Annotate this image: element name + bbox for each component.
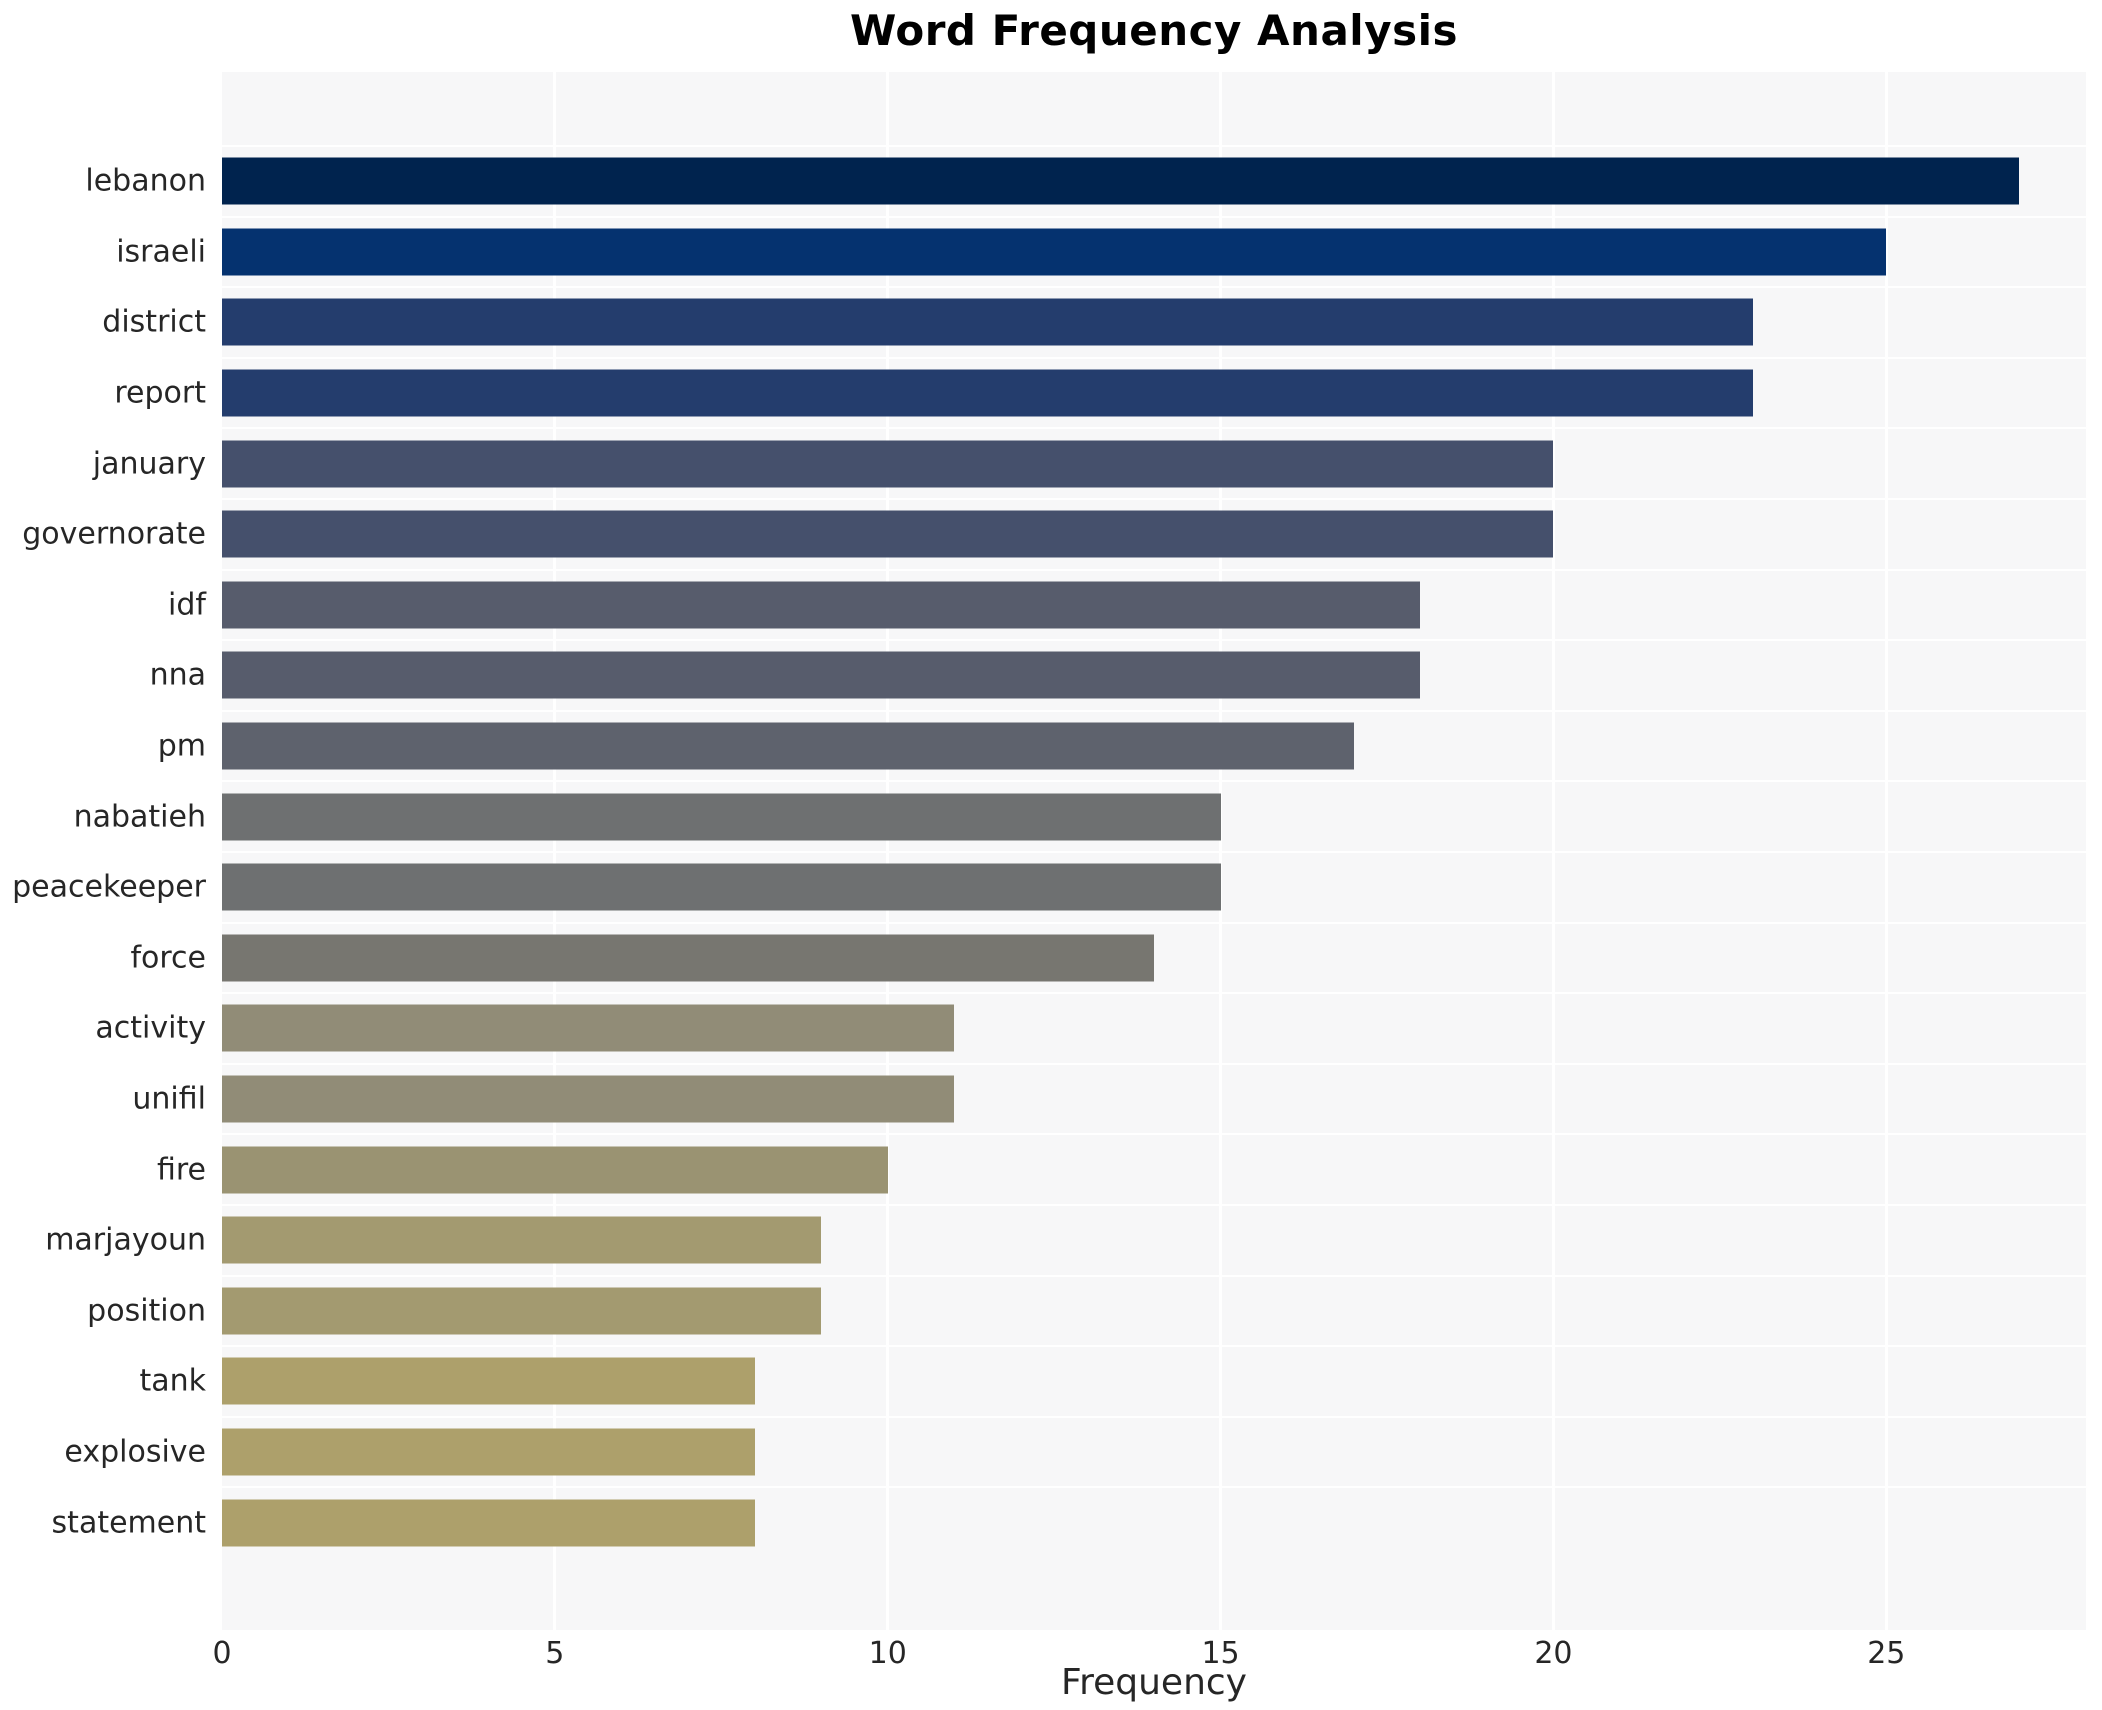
bar-israeli [222,228,1887,276]
bar-row-january: january [93,427,2086,498]
plot-area: lebanon israeli district report january gover… [12,72,2086,1630]
bar-idf [222,581,1421,629]
bar-peacekeeper [222,863,1221,911]
y-tick-label: idf [168,587,206,623]
bar-explosive [222,1428,755,1476]
bar-marjayoun [222,1216,822,1264]
bar-row-pm: pm [158,709,2086,781]
bar-rows: lebanon israeli district report january gover… [12,145,2086,1557]
bar-district [222,298,1754,346]
bar-row-nna: nna [150,639,2086,710]
bar-row-governorate: governorate [22,497,2086,569]
bar-lebanon [222,157,2020,205]
bar-row-explosive: explosive [64,1415,2086,1487]
y-tick-label: activity [95,1010,206,1046]
bar-pm [222,722,1354,770]
bar-row-activity: activity [95,992,2086,1063]
bar-row-peacekeeper: peacekeeper [12,850,2086,922]
y-tick-label: israeli [116,234,206,270]
bar-row-tank: tank [139,1345,2086,1416]
bar-governorate [222,510,1554,558]
bar-row-nabatieh: nabatieh [74,780,2086,851]
bar-report [222,369,1754,417]
bar-row-lebanon: lebanon [85,145,2086,216]
y-tick-label: nabatieh [73,799,206,835]
x-tick-label: 0 [212,1636,232,1671]
x-tick-label: 25 [1867,1636,1906,1671]
y-tick-label: explosive [64,1434,206,1470]
x-tick-label: 10 [868,1636,907,1671]
y-tick-label: marjayoun [45,1222,206,1258]
y-tick-label: nna [149,657,206,693]
bar-activity [222,1004,955,1052]
x-tick-label: 20 [1534,1636,1573,1671]
bar-unifil [222,1075,955,1123]
bar-nabatieh [222,793,1221,841]
y-tick-label: position [87,1293,206,1329]
bar-row-force: force [130,921,2086,993]
y-tick-label: fire [156,1152,206,1188]
bar-row-unifil: unifil [132,1062,2086,1134]
bar-fire [222,1146,888,1194]
x-tick-label: 5 [545,1636,565,1671]
bar-row-report: report [114,356,2086,428]
y-tick-label: governorate [22,516,206,552]
bar-statement [222,1499,755,1547]
bar-row-idf: idf [168,568,2086,640]
bar-force [222,934,1154,982]
chart-title: Word Frequency Analysis [850,6,1458,55]
x-axis-label: Frequency [1061,1662,1247,1703]
bar-row-israeli: israeli [116,215,2086,287]
y-tick-label: lebanon [85,163,206,199]
y-tick-label: force [130,940,206,976]
y-tick-label: unifil [132,1081,206,1117]
bar-nna [222,651,1421,699]
y-tick-label: peacekeeper [12,869,206,905]
y-tick-label: statement [51,1505,206,1541]
bar-row-district: district [102,286,2086,357]
bar-row-marjayoun: marjayoun [45,1203,2086,1275]
y-tick-label: district [102,304,206,340]
x-tick-label: 15 [1201,1636,1240,1671]
bar-position [222,1287,822,1335]
y-tick-label: tank [139,1363,206,1399]
bar-row-position: position [87,1274,2086,1346]
bar-row-statement: statement [52,1486,2086,1557]
x-axis: 0 5 10 15 20 25 [212,1636,2086,1676]
bar-tank [222,1357,755,1405]
y-tick-label: report [114,375,206,411]
bar-row-fire: fire [157,1133,2086,1204]
bar-january [222,440,1554,488]
y-tick-label: pm [157,728,206,764]
y-tick-label: january [92,446,206,482]
